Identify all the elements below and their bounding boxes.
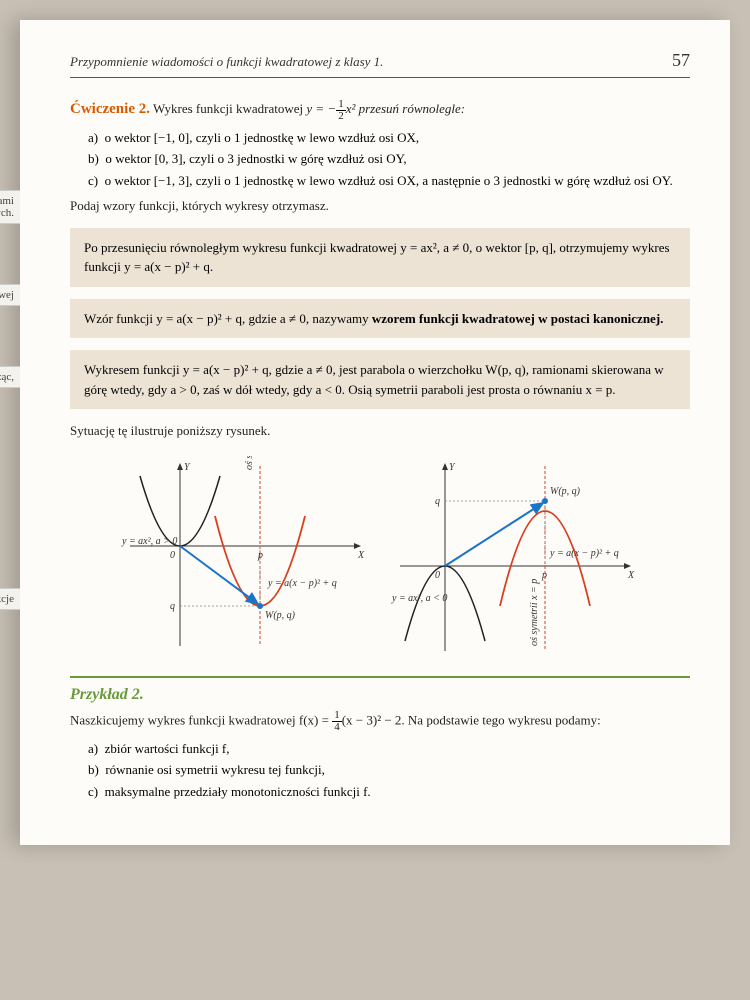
chapter-title: Przypomnienie wiadomości o funkcji kwadr… bbox=[70, 54, 383, 70]
svg-text:y = a(x − p)² + q: y = a(x − p)² + q bbox=[549, 548, 619, 559]
list-item: b) równanie osi symetrii wykresu tej fun… bbox=[88, 760, 690, 780]
tab-fragment: lratowej bbox=[0, 284, 20, 306]
svg-text:oś symetrii x = p: oś symetrii x = p bbox=[529, 578, 540, 645]
svg-text:oś symetrii x = p: oś symetrii x = p bbox=[244, 456, 255, 470]
list-item: c) o wektor [−1, 3], czyli o 1 jednostkę… bbox=[88, 171, 690, 191]
svg-text:W(p, q): W(p, q) bbox=[550, 486, 581, 497]
svg-text:0: 0 bbox=[435, 570, 440, 581]
example-2-section: Przykład 2. Naszkicujemy wykres funkcji … bbox=[70, 676, 690, 802]
exercise-list: a) o wektor [−1, 0], czyli o 1 jednostkę… bbox=[88, 128, 690, 191]
tab-fragment: inkcje bbox=[0, 588, 20, 610]
svg-text:p: p bbox=[541, 570, 547, 581]
list-item: b) o wektor [0, 3], czyli o 3 jednostki … bbox=[88, 149, 690, 169]
graph-caption: Sytuację tę ilustruje poniższy rysunek. bbox=[70, 421, 690, 441]
svg-text:W(p, q): W(p, q) bbox=[265, 610, 296, 621]
svg-text:0: 0 bbox=[170, 550, 175, 561]
previous-page-fragments: nikamivistych. lratowej viedząc, inkcje bbox=[0, 20, 20, 670]
theory-box-1: Po przesunięciu równoległym wykresu funk… bbox=[70, 228, 690, 287]
exercise-2: Ćwiczenie 2. Wykres funkcji kwadratowej … bbox=[70, 98, 690, 122]
svg-text:y = ax², a > 0: y = ax², a > 0 bbox=[121, 536, 177, 547]
svg-text:q: q bbox=[170, 601, 175, 612]
svg-text:p: p bbox=[257, 550, 263, 561]
exercise-title: Ćwiczenie 2. bbox=[70, 101, 150, 117]
example-intro: Naszkicujemy wykres funkcji kwadratowej … bbox=[70, 710, 690, 733]
svg-text:y = ax², a < 0: y = ax², a < 0 bbox=[391, 593, 447, 604]
tab-fragment: nikamivistych. bbox=[0, 190, 20, 224]
list-item: a) o wektor [−1, 0], czyli o 1 jednostkę… bbox=[88, 128, 690, 148]
list-item: a) zbiór wartości funkcji f, bbox=[88, 739, 690, 759]
graph-right: Y X 0 oś symetrii x = p y = ax², a < 0 y… bbox=[390, 456, 640, 656]
example-title: Przykład 2. bbox=[70, 686, 690, 704]
textbook-page: nikamivistych. lratowej viedząc, inkcje … bbox=[20, 20, 730, 845]
graphs-container: Y X 0 oś symetrii x = p y = ax², a > 0 y… bbox=[70, 456, 690, 656]
svg-text:X: X bbox=[357, 550, 365, 561]
theory-box-2: Wzór funkcji y = a(x − p)² + q, gdzie a … bbox=[70, 299, 690, 339]
tab-fragment: viedząc, bbox=[0, 366, 20, 388]
svg-text:X: X bbox=[627, 570, 635, 581]
theory-box-3: Wykresem funkcji y = a(x − p)² + q, gdzi… bbox=[70, 350, 690, 409]
svg-text:q: q bbox=[435, 496, 440, 507]
svg-text:y = a(x − p)² + q: y = a(x − p)² + q bbox=[267, 578, 337, 589]
page-header: Przypomnienie wiadomości o funkcji kwadr… bbox=[70, 50, 690, 78]
exercise-footer: Podaj wzory funkcji, których wykresy otr… bbox=[70, 196, 690, 216]
page-number: 57 bbox=[672, 50, 690, 71]
example-list: a) zbiór wartości funkcji f, b) równanie… bbox=[88, 739, 690, 802]
graph-left: Y X 0 oś symetrii x = p y = ax², a > 0 y… bbox=[120, 456, 370, 656]
svg-text:Y: Y bbox=[184, 462, 191, 473]
svg-text:Y: Y bbox=[449, 462, 456, 473]
list-item: c) maksymalne przedziały monotoniczności… bbox=[88, 782, 690, 802]
